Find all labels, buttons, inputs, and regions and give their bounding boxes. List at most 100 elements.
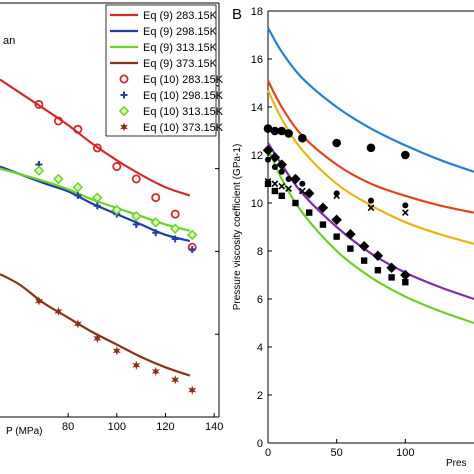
panel-b-series-4	[266, 147, 474, 325]
panel-a-series-1	[0, 165, 191, 243]
panel-b-y-tick-label: 4	[257, 342, 263, 354]
panel-b-point	[298, 133, 307, 143]
panel-b-point	[271, 164, 278, 170]
panel-b-point	[276, 159, 287, 170]
panel-b-point	[277, 126, 287, 136]
panel-a-point	[54, 306, 63, 317]
panel-b-x-axis-label: Pres	[446, 458, 467, 469]
panel-b-y-tick-label: 12	[251, 150, 263, 162]
panel-a-point	[112, 162, 122, 172]
panel-b-point	[386, 262, 397, 274]
panel-a-series-2	[0, 167, 191, 232]
panel-a-point	[93, 202, 101, 210]
panel-b-point	[358, 240, 370, 252]
panel-b-point	[401, 209, 409, 216]
panel-b-point	[290, 173, 301, 185]
panel-a-point	[170, 209, 180, 219]
panel-b-point	[285, 176, 292, 182]
panel-a-point	[132, 220, 140, 228]
panel-b-point	[347, 245, 354, 252]
panel-b-point	[298, 187, 306, 195]
panel-a-point	[188, 385, 197, 395]
panel-a-legend-label: Eq (10) 298.15K	[143, 90, 224, 102]
panel-a-legend-swatch	[119, 74, 129, 84]
panel-b-point	[319, 221, 327, 228]
panel-b-point	[299, 180, 306, 187]
panel-a-legend-label: Eq (9) 313.15K	[143, 42, 218, 54]
panel-a-legend-label: Eq (10) 283.15K	[143, 74, 224, 86]
panel-a-point	[73, 124, 83, 134]
panel-a-line	[0, 78, 191, 197]
panel-b-point	[388, 274, 395, 281]
panel-a-partial-label: an	[3, 35, 15, 47]
panel-a-legend-swatch	[120, 91, 128, 99]
panel-a-legend-label: Eq (10) 313.15K	[143, 106, 224, 118]
panel-b-y-tick-label: 16	[251, 54, 263, 66]
panel-b-series-9	[262, 144, 411, 281]
panel-b-point	[278, 168, 285, 175]
panel-a-series-0	[0, 78, 191, 197]
panel-a-point	[33, 165, 45, 176]
panel-b-point	[271, 187, 279, 195]
panel-a-point	[188, 245, 196, 253]
panel-b-point	[345, 228, 356, 240]
panel-b-label: B	[232, 6, 242, 23]
panel-b-point	[366, 143, 376, 153]
panel-b-point	[264, 180, 272, 187]
panel-b-y-axis-label: Pressure viscosity coefficient (GPa-1)	[232, 144, 243, 311]
panel-a-legend-label: Eq (10) 373.15K	[143, 122, 224, 134]
panel-b-point	[401, 150, 410, 160]
panel-a-point	[34, 99, 44, 109]
panel-a-x-tick-label: 140	[205, 421, 223, 433]
panel-b-line	[267, 27, 474, 173]
panel-b-point	[331, 214, 342, 226]
panel-a-point	[131, 174, 141, 184]
panel-a-legend-swatch	[120, 122, 128, 132]
panel-b-point	[333, 233, 340, 240]
panel-a-point	[152, 229, 160, 237]
panel-b-y-tick-label: 0	[257, 438, 263, 450]
panel-b-point	[374, 267, 382, 274]
panel-a-point	[151, 366, 160, 377]
panel-b-point	[332, 138, 341, 148]
panel-a-x-tick-label: 100	[108, 421, 126, 433]
panel-b-y-tick-label: 6	[257, 294, 263, 306]
panel-b-series-8	[264, 180, 409, 286]
panel-b-point	[278, 182, 286, 190]
panel-a-point	[93, 333, 102, 343]
panel-a-x-tick-label: 80	[62, 421, 74, 433]
panel-b-series-2	[267, 89, 474, 245]
panel-b-x-tick-label: 0	[265, 447, 271, 459]
panel-a-point	[151, 193, 161, 203]
panel-a-point	[74, 192, 82, 200]
panel-a-line	[0, 167, 191, 232]
panel-b-y-tick-label: 14	[251, 102, 263, 114]
panel-a-point	[171, 235, 179, 243]
panel-a-series-4	[34, 99, 197, 252]
panel-b-point	[317, 202, 329, 214]
panel-b-x-tick-label: 100	[396, 447, 414, 459]
panel-a-point	[150, 217, 161, 228]
panel-a-point	[131, 210, 142, 222]
panel-b-line	[267, 80, 474, 214]
panel-a-legend-label: Eq (9) 373.15K	[143, 58, 218, 70]
panel-b-point	[368, 197, 374, 204]
panel-a-point	[111, 204, 123, 216]
panel-b-point	[402, 202, 409, 209]
panel-a-x-tick-label: 120	[156, 421, 174, 433]
panel-a-point	[169, 223, 181, 234]
panel-b-series-0	[267, 27, 474, 173]
panel-a-point	[53, 116, 63, 126]
panel-b-point	[265, 156, 271, 163]
panel-a-legend-swatch	[118, 105, 130, 117]
panel-a-point	[73, 319, 82, 329]
panel-b-series-1	[267, 80, 474, 214]
panel-a-point	[72, 181, 84, 193]
panel-a-legend-label: Eq (9) 298.15K	[143, 26, 218, 38]
panel-b: 0 2 4 6 8 10 12 14 16 18 0 50 100 Pressure viscosity …	[232, 6, 474, 469]
panel-b-y-tick-label: 8	[257, 246, 263, 258]
panel-a-point	[92, 143, 102, 153]
panel-b-y-tick-label: 10	[251, 198, 263, 210]
